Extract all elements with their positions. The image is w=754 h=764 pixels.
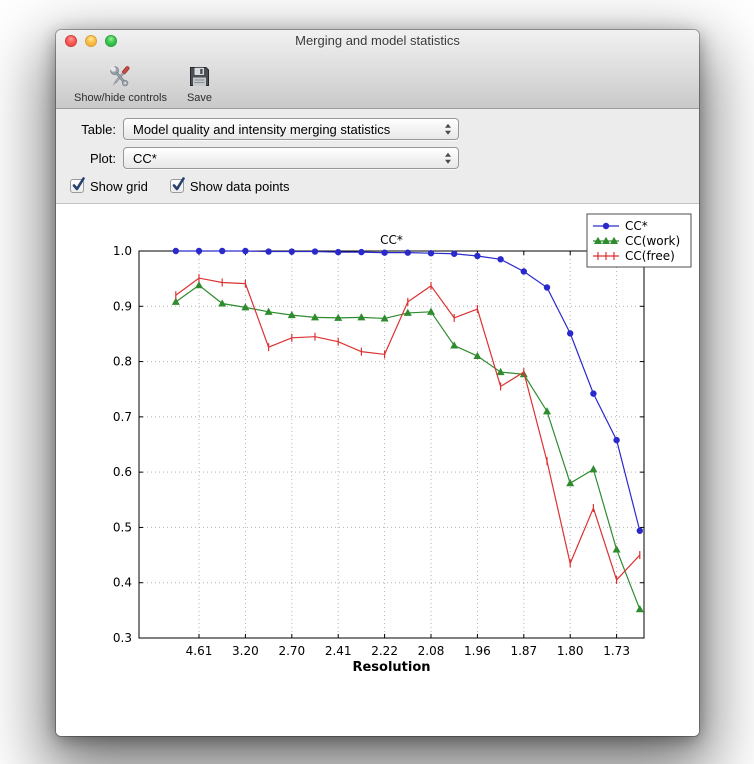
x-tick-label: 2.41 <box>325 644 352 658</box>
plot-border <box>138 250 645 639</box>
legend-label: CC(free) <box>625 249 675 263</box>
y-tick-label: 0.7 <box>113 410 132 424</box>
traffic-lights <box>65 35 117 47</box>
titlebar[interactable]: Merging and model statistics <box>56 30 699 52</box>
x-tick-label: 1.80 <box>557 644 584 658</box>
controls-panel: Table: Model quality and intensity mergi… <box>56 109 699 204</box>
table-popup-value: Model quality and intensity merging stat… <box>133 121 391 137</box>
legend-label: CC* <box>625 219 648 233</box>
save-button[interactable]: Save <box>181 61 218 105</box>
checkbox-box[interactable] <box>70 177 85 193</box>
y-tick-label: 1.0 <box>113 244 132 258</box>
show-data-points-checkbox[interactable]: Show data points <box>169 177 290 194</box>
checkbox-label: Show data points <box>189 178 290 194</box>
x-tick-label: 3.20 <box>232 644 259 658</box>
plot-area <box>139 251 644 638</box>
tools-icon <box>105 62 135 91</box>
chart: 0.3 0.4 0.5 0.6 0.7 0.8 0.9 1.0 4.61 3.20 2.70 2.41… <box>113 213 692 675</box>
chart-xlabel: Resolution <box>352 660 430 675</box>
checkbox-row: Show grid Show data points <box>70 176 699 196</box>
chart-title: CC* <box>380 233 403 247</box>
x-tick-label: 1.96 <box>464 644 491 658</box>
axis-ticks: 0.3 0.4 0.5 0.6 0.7 0.8 0.9 1.0 4.61 3.20 2.70 2.41… <box>113 244 644 658</box>
x-tick-label: 2.08 <box>418 644 445 658</box>
checkmark-icon <box>72 177 85 191</box>
plot-label: Plot: <box>89 150 116 166</box>
minimize-button[interactable] <box>85 35 97 47</box>
y-tick-label: 0.8 <box>113 355 132 369</box>
zoom-button[interactable] <box>105 35 117 47</box>
series-CC* <box>172 247 643 534</box>
x-tick-label: 1.87 <box>510 644 537 658</box>
series-CC(work) <box>171 281 644 613</box>
show-grid-checkbox[interactable]: Show grid <box>70 177 148 194</box>
plot-popup[interactable]: CC* <box>123 147 459 169</box>
x-tick-label: 1.73 <box>603 644 630 658</box>
x-tick-label: 2.22 <box>371 644 398 658</box>
checkmark-icon <box>172 177 185 191</box>
table-label: Table: <box>81 121 116 137</box>
y-tick-label: 0.4 <box>113 576 132 590</box>
close-button[interactable] <box>65 35 77 47</box>
plot-popup-value: CC* <box>133 150 157 166</box>
table-popup[interactable]: Model quality and intensity merging stat… <box>123 118 459 140</box>
chart-legend: CC*CC(work)CC(free) <box>586 213 692 268</box>
y-tick-label: 0.5 <box>113 520 132 534</box>
table-row: Table: Model quality and intensity mergi… <box>70 118 699 140</box>
save-icon <box>187 62 212 91</box>
x-tick-label: 2.70 <box>278 644 305 658</box>
legend-entry: CC(work) <box>593 234 680 248</box>
window-title: Merging and model statistics <box>295 33 460 48</box>
show-hide-controls-button[interactable]: Show/hide controls <box>68 61 173 105</box>
window-chrome: Merging and model statistics <box>56 30 699 109</box>
toolbar-item-label: Save <box>186 92 213 104</box>
legend-label: CC(work) <box>625 234 680 248</box>
plot-region: 0.3 0.4 0.5 0.6 0.7 0.8 0.9 1.0 4.61 3.20 2.70 2.41… <box>56 204 699 736</box>
popup-arrows-icon <box>445 152 451 164</box>
x-tick-label: 4.61 <box>186 644 213 658</box>
y-tick-label: 0.6 <box>113 465 132 479</box>
toolbar-item-label: Show/hide controls <box>74 92 167 104</box>
checkbox-box[interactable] <box>169 177 185 193</box>
legend-entry: CC* <box>593 219 648 233</box>
checkbox-label: Show grid <box>90 178 148 194</box>
y-tick-label: 0.9 <box>113 299 132 313</box>
popup-arrows-icon <box>445 123 451 135</box>
toolbar: Show/hide controls Save <box>56 52 699 108</box>
y-tick-label: 0.3 <box>113 631 132 645</box>
plot-row: Plot: CC* <box>70 147 699 169</box>
series-CC(free) <box>175 274 641 584</box>
legend-entry: CC(free) <box>593 249 675 263</box>
app-window: Merging and model statistics <box>56 30 699 736</box>
